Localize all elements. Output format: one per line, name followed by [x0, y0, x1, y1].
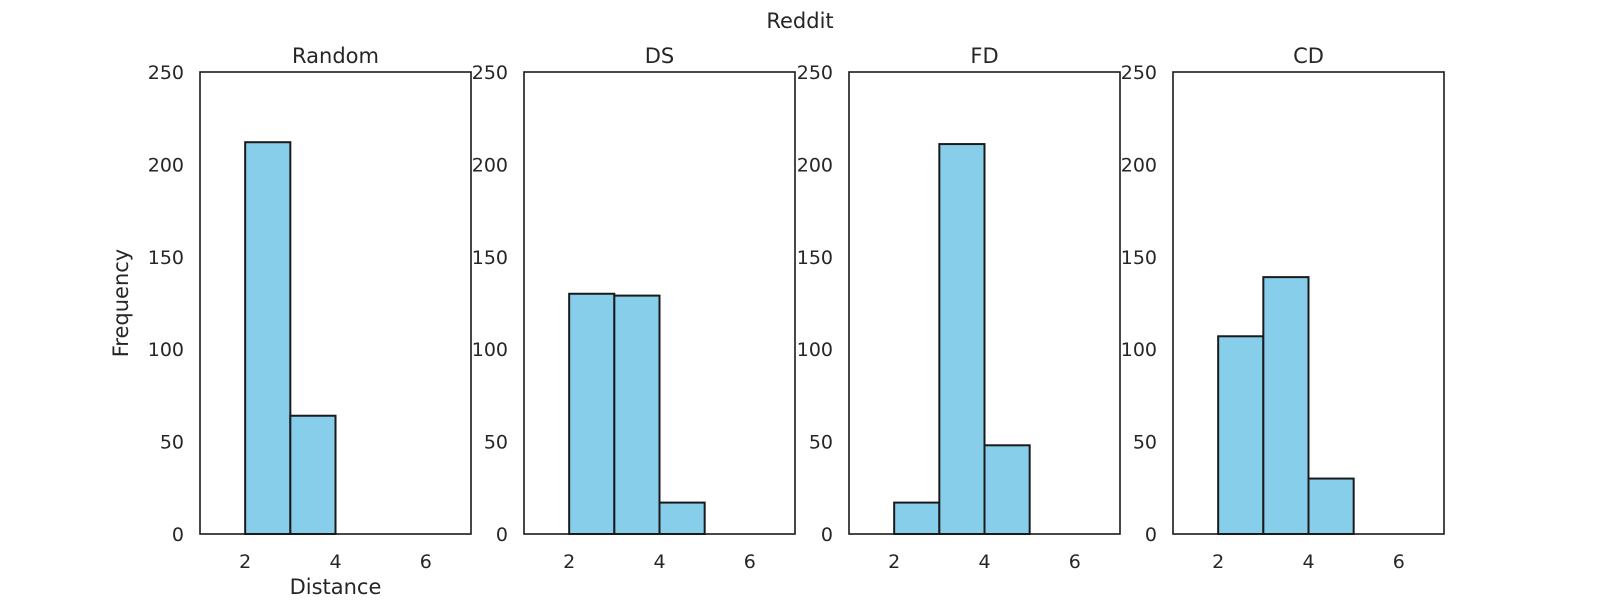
histogram-bar	[938, 143, 986, 536]
y-tick-label: 100	[148, 339, 184, 361]
subplot-title: DS	[645, 44, 675, 68]
histogram-bar	[983, 444, 1031, 535]
y-tick-label: 0	[496, 524, 508, 546]
histogram-bar	[1307, 477, 1355, 535]
y-tick-label: 50	[160, 432, 184, 454]
x-tick-label: 6	[744, 551, 756, 573]
y-tick-label: 200	[472, 154, 508, 176]
x-tick-label: 4	[329, 551, 341, 573]
y-tick-label: 100	[472, 339, 508, 361]
y-tick-label: 150	[148, 247, 184, 269]
y-tick-label: 150	[797, 247, 833, 269]
y-tick-label: 0	[1145, 524, 1157, 546]
histogram-bar	[244, 141, 292, 535]
histogram-bar	[568, 292, 616, 536]
y-tick-label: 200	[797, 154, 833, 176]
x-tick-label: 2	[1212, 551, 1224, 573]
figure-title: Reddit	[766, 9, 833, 33]
y-tick-label: 200	[148, 154, 184, 176]
histogram-bar	[1217, 335, 1265, 535]
y-tick-label: 100	[797, 339, 833, 361]
y-tick-label: 50	[1133, 432, 1157, 454]
y-tick-label: 250	[148, 62, 184, 84]
y-tick-label: 150	[1121, 247, 1157, 269]
y-tick-label: 250	[472, 62, 508, 84]
y-tick-label: 50	[484, 432, 508, 454]
axes-frame	[848, 71, 1121, 535]
subplot-title: FD	[970, 44, 998, 68]
x-tick-label: 2	[239, 551, 251, 573]
y-axis-label: Frequency	[109, 249, 133, 358]
y-tick-label: 150	[472, 247, 508, 269]
subplot-fd: FD 0 50 100 150 200 250 2 4 6	[797, 44, 1121, 573]
x-tick-label: 6	[420, 551, 432, 573]
histogram-bar	[289, 414, 337, 535]
y-tick-label: 200	[1121, 154, 1157, 176]
y-tick-label: 250	[1121, 62, 1157, 84]
x-tick-label: 2	[888, 551, 900, 573]
x-tick-label: 2	[563, 551, 575, 573]
x-tick-label: 4	[1302, 551, 1314, 573]
histogram-bar	[658, 501, 706, 536]
y-tick-label: 0	[821, 524, 833, 546]
subplot-ds: DS 0 50 100 150 200 250 2 4 6	[472, 44, 796, 573]
x-axis-label: Distance	[290, 575, 382, 599]
x-tick-label: 4	[653, 551, 665, 573]
histogram-bar	[1262, 276, 1310, 535]
histogram-bar	[613, 294, 661, 535]
axes-frame	[199, 71, 472, 535]
axes-frame	[1172, 71, 1445, 535]
y-tick-label: 100	[1121, 339, 1157, 361]
x-tick-label: 6	[1393, 551, 1405, 573]
x-tick-label: 6	[1069, 551, 1081, 573]
subplot-cd: CD 0 50 100 150 200 250 2 4 6	[1121, 44, 1445, 573]
subplot-random: Random 0 50 100 150 200 250 2 4 6 Distance Frequenc…	[109, 44, 472, 599]
axes-frame	[523, 71, 796, 535]
subplot-title: Random	[292, 44, 379, 68]
histogram-bar	[893, 501, 941, 536]
y-tick-label: 50	[809, 432, 833, 454]
y-tick-label: 250	[797, 62, 833, 84]
y-tick-label: 0	[172, 524, 184, 546]
subplot-title: CD	[1293, 44, 1324, 68]
x-tick-label: 4	[978, 551, 990, 573]
